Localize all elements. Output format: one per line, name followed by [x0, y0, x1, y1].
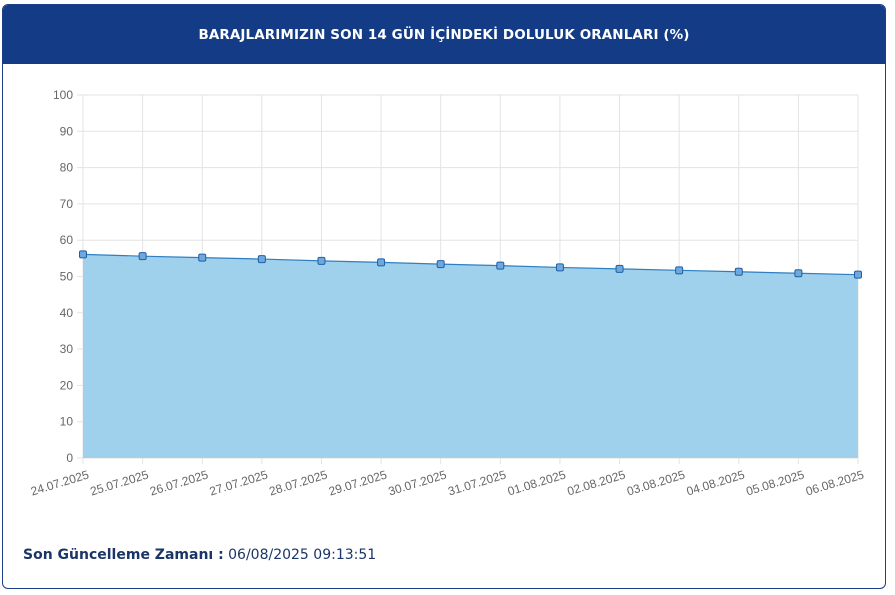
last-update: Son Güncelleme Zamanı : 06/08/2025 09:13… [23, 547, 376, 563]
x-tick-label: 24.07.2025 [29, 467, 91, 498]
series-line [82, 253, 859, 276]
data-point [79, 250, 87, 259]
x-tick-label: 05.08.2025 [744, 467, 806, 498]
chart-area: 0 10 20 30 40 50 60 70 80 90 100 24.07.2025 25.07.20… [3, 64, 885, 524]
x-tick-label: 30.07.2025 [387, 467, 449, 498]
data-point [854, 270, 862, 279]
chart-title: BARAJLARIMIZIN SON 14 GÜN İÇİNDEKİ DOLUL… [198, 26, 690, 43]
chart-card: BARAJLARIMIZIN SON 14 GÜN İÇİNDEKİ DOLUL… [2, 4, 886, 589]
x-tick-label: 03.08.2025 [625, 467, 687, 498]
chart-header: BARAJLARIMIZIN SON 14 GÜN İÇİNDEKİ DOLUL… [3, 5, 885, 64]
data-point [675, 266, 684, 275]
x-tick-label: 28.07.2025 [267, 467, 329, 498]
last-update-label: Son Güncelleme Zamanı : [23, 547, 224, 563]
x-tick-label: 06.08.2025 [804, 467, 866, 498]
data-point [734, 267, 743, 276]
data-point [555, 263, 564, 272]
x-tick-label: 27.07.2025 [208, 467, 270, 498]
y-tick-label: 50 [60, 270, 74, 284]
y-tick-label: 20 [60, 378, 74, 392]
fill-rate-chart: 0 10 20 30 40 50 60 70 80 90 100 24.07.202525.07.20… [29, 88, 866, 498]
y-tick-label: 10 [60, 415, 74, 429]
y-tick-label: 100 [53, 88, 73, 102]
y-tick-label: 60 [60, 233, 74, 247]
data-point [377, 258, 386, 267]
y-tick-label: 30 [60, 342, 74, 356]
y-tick-label: 70 [60, 197, 74, 211]
y-tick-label: 90 [60, 124, 74, 138]
y-tick-label: 0 [66, 451, 73, 465]
data-point [496, 261, 505, 270]
data-point [615, 264, 624, 273]
x-tick-label: 26.07.2025 [148, 467, 210, 498]
data-point [794, 269, 803, 278]
x-tick-label: 04.08.2025 [685, 467, 747, 498]
series-area [83, 254, 858, 458]
last-update-value: 06/08/2025 09:13:51 [228, 547, 377, 563]
data-point [257, 255, 266, 264]
data-point [198, 253, 207, 262]
x-tick-label: 25.07.2025 [89, 467, 151, 498]
x-tick-label: 01.08.2025 [506, 467, 568, 498]
y-tick-label: 40 [60, 306, 74, 320]
data-point [436, 260, 445, 269]
data-point [317, 256, 326, 265]
x-tick-label: 02.08.2025 [566, 467, 628, 498]
x-tick-label: 29.07.2025 [327, 467, 389, 498]
y-tick-label: 80 [60, 161, 74, 175]
data-point [138, 252, 147, 261]
x-tick-label: 31.07.2025 [446, 467, 508, 498]
